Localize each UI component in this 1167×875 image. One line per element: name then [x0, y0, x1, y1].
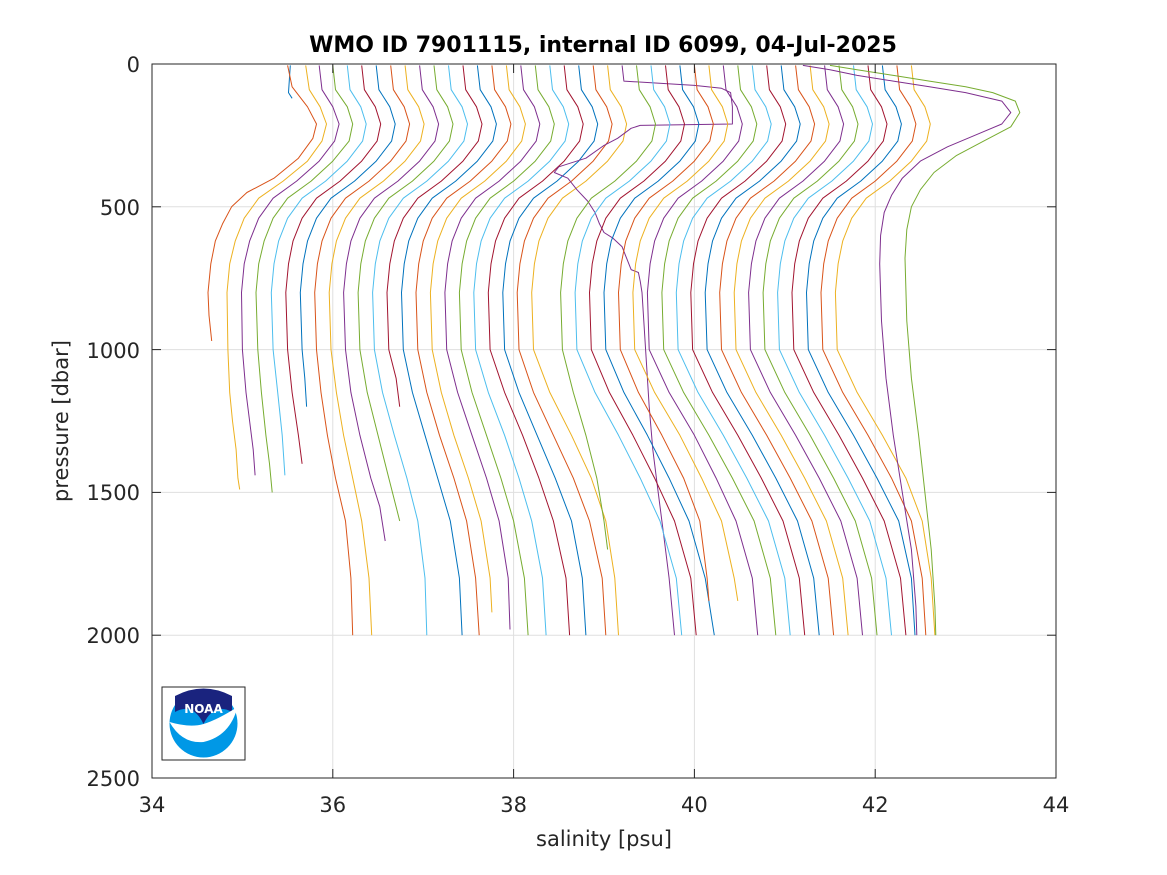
profile-line	[357, 65, 454, 522]
profile-line	[386, 65, 483, 407]
y-tick-label: 0	[127, 53, 140, 77]
y-tick-label: 2500	[87, 767, 140, 791]
profile-line	[502, 65, 599, 636]
profile-line	[829, 64, 1021, 636]
profile-line	[328, 65, 425, 636]
profile-line	[704, 65, 820, 636]
profile-line	[733, 65, 849, 636]
logo-sky	[175, 688, 232, 724]
profile-line	[834, 65, 936, 636]
x-axis-label: salinity [psu]	[536, 827, 672, 851]
y-axis-label: pressure [dbar]	[49, 340, 73, 502]
profile-line	[661, 65, 777, 636]
chart-title: WMO ID 7901115, internal ID 6099, 04-Jul…	[309, 33, 897, 58]
profile-line	[560, 65, 656, 550]
profile-line	[791, 65, 907, 636]
logo-wave	[169, 707, 238, 743]
profile-line	[589, 65, 697, 636]
x-tick-label: 40	[681, 793, 708, 817]
profile-line	[762, 65, 878, 636]
profile-line	[574, 65, 683, 636]
x-tick-label: 42	[862, 793, 889, 817]
profile-line	[516, 65, 613, 636]
profile-line	[553, 65, 733, 636]
profile-line	[748, 65, 863, 636]
y-tick-label: 1000	[87, 339, 140, 363]
noaa-logo: NOAA	[161, 686, 246, 761]
profile-line	[401, 65, 497, 636]
profile-line	[241, 65, 340, 476]
profile-line	[603, 65, 715, 636]
profile-line	[207, 65, 317, 342]
profile-line	[646, 65, 759, 636]
profile-line	[802, 64, 1012, 636]
y-tick-label: 1500	[87, 481, 140, 505]
profile-line	[632, 65, 739, 601]
profile-line	[255, 65, 354, 493]
profile-line	[473, 65, 570, 636]
x-tick-label: 44	[1043, 793, 1070, 817]
profile-line	[299, 65, 396, 407]
profile-line	[777, 65, 892, 636]
profile-line	[719, 65, 835, 636]
profile-lines	[207, 64, 1021, 636]
y-tick-labels: 0 500 1000 1500 2000 2500	[87, 53, 140, 791]
profile-line	[806, 65, 916, 636]
profile-line	[618, 65, 714, 601]
x-tick-label: 38	[500, 793, 527, 817]
profile-line	[444, 65, 541, 630]
y-tick-label: 500	[100, 196, 140, 220]
y-tick-label: 2000	[87, 624, 140, 648]
profile-line	[429, 65, 526, 613]
logo-wordmark: NOAA	[184, 702, 223, 716]
profile-line	[820, 65, 927, 636]
x-tick-label: 36	[319, 793, 346, 817]
profile-line	[487, 65, 584, 636]
profile-line	[675, 65, 791, 636]
profile-line	[343, 65, 440, 542]
profile-line	[285, 65, 382, 464]
axis-ticks	[151, 63, 1057, 779]
profile-line	[270, 65, 367, 476]
profile-line	[226, 65, 327, 490]
x-tick-labels: 34 36 38 40 42 44	[139, 793, 1070, 817]
profile-line	[458, 65, 555, 636]
plot-frame	[151, 63, 1057, 779]
grid-lines	[151, 63, 1057, 779]
profile-line	[372, 65, 468, 636]
profile-line	[314, 65, 411, 636]
x-tick-label: 34	[139, 793, 166, 817]
profile-line	[415, 65, 512, 636]
profile-line	[531, 65, 628, 636]
profile-line	[690, 65, 806, 636]
